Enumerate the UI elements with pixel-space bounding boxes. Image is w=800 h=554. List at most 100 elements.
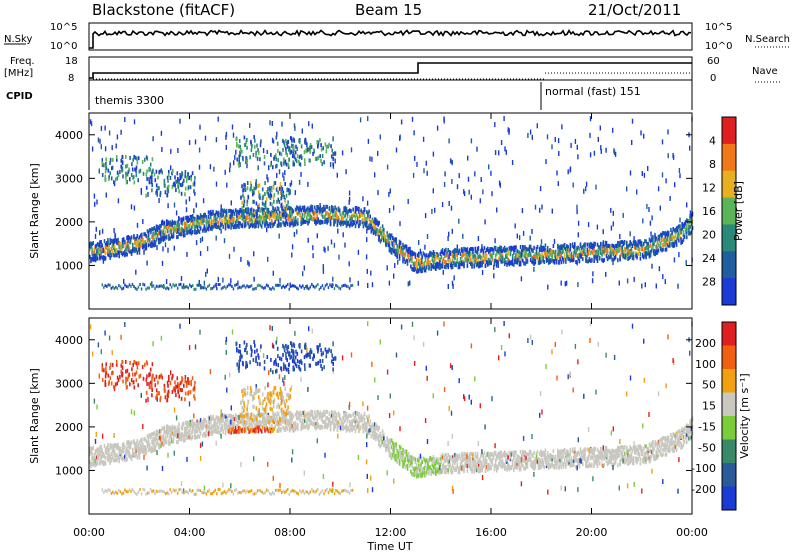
data-point [102, 451, 105, 456]
data-point [233, 212, 236, 217]
data-point [212, 416, 214, 421]
data-point [311, 410, 314, 415]
data-point [410, 252, 412, 257]
data-point [203, 212, 205, 217]
data-point [128, 240, 131, 245]
data-point [256, 284, 259, 288]
data-point [109, 455, 111, 459]
data-point [132, 157, 134, 162]
data-point [447, 248, 449, 252]
data-point [110, 239, 113, 244]
data-point [257, 220, 260, 225]
data-point [336, 223, 339, 227]
data-point [245, 420, 247, 425]
data-point [456, 253, 459, 258]
nave-tick-top: 60 [707, 56, 720, 67]
data-point [626, 186, 628, 192]
data-point [619, 257, 621, 262]
data-point [316, 140, 318, 145]
data-point [606, 243, 609, 248]
data-point [257, 425, 260, 430]
data-point [238, 163, 240, 168]
data-point [448, 231, 450, 237]
data-point [167, 434, 169, 439]
data-point [288, 422, 290, 427]
data-point [137, 156, 140, 161]
data-point [94, 449, 97, 454]
data-point [592, 271, 594, 277]
data-point [574, 242, 576, 247]
data-point [94, 244, 97, 249]
data-point [138, 447, 141, 452]
data-point [199, 250, 202, 256]
data-point [137, 285, 140, 289]
data-point [112, 443, 115, 448]
data-point [135, 247, 137, 252]
data-point [163, 285, 165, 289]
data-point [89, 459, 91, 464]
data-point [168, 169, 170, 174]
data-point [126, 252, 128, 257]
data-point [115, 248, 117, 253]
data-point [189, 419, 192, 424]
data-point [111, 454, 114, 459]
data-point [288, 420, 290, 424]
data-point [96, 242, 99, 247]
data-point [295, 205, 298, 210]
data-point [210, 431, 212, 436]
data-point [367, 138, 370, 144]
data-point [301, 216, 304, 221]
data-point [147, 243, 150, 248]
data-point [346, 214, 349, 219]
data-point [115, 155, 118, 159]
data-point [657, 243, 660, 248]
data-point [531, 134, 533, 140]
data-point [637, 246, 639, 251]
data-point [172, 426, 175, 431]
data-point [295, 413, 298, 418]
data-point [272, 165, 274, 170]
data-point [390, 249, 393, 254]
data-point [423, 261, 426, 265]
data-point [594, 254, 596, 259]
data-point [176, 429, 178, 434]
data-point [383, 227, 385, 232]
data-point [152, 231, 154, 236]
data-point [643, 172, 646, 178]
data-point [117, 455, 119, 460]
data-point [655, 283, 657, 289]
data-point [130, 235, 133, 240]
data-point [535, 253, 538, 258]
data-point [231, 210, 234, 214]
data-point [285, 162, 288, 167]
data-point [620, 252, 622, 257]
data-point [181, 422, 184, 427]
data-point [613, 150, 616, 155]
data-point [248, 224, 250, 229]
data-point [179, 176, 182, 181]
data-point [230, 225, 232, 230]
data-point [116, 253, 118, 258]
data-point [251, 144, 253, 148]
data-point [281, 286, 283, 290]
data-point [236, 429, 238, 434]
data-point [282, 212, 285, 217]
radar-title: Blackstone (fitACF) [92, 1, 235, 19]
data-point [167, 222, 169, 227]
data-point [323, 413, 325, 417]
data-point [464, 249, 466, 254]
data-point [204, 135, 207, 141]
data-point [118, 250, 120, 255]
data-point [222, 224, 224, 229]
data-point [388, 233, 391, 238]
data-point [662, 231, 664, 236]
data-point [500, 249, 503, 254]
data-point [481, 247, 483, 252]
data-point [251, 189, 254, 193]
data-point [283, 209, 286, 214]
data-point [344, 220, 347, 225]
data-point [295, 210, 298, 215]
data-point [146, 176, 148, 181]
data-point [168, 427, 170, 432]
data-point [202, 228, 204, 233]
